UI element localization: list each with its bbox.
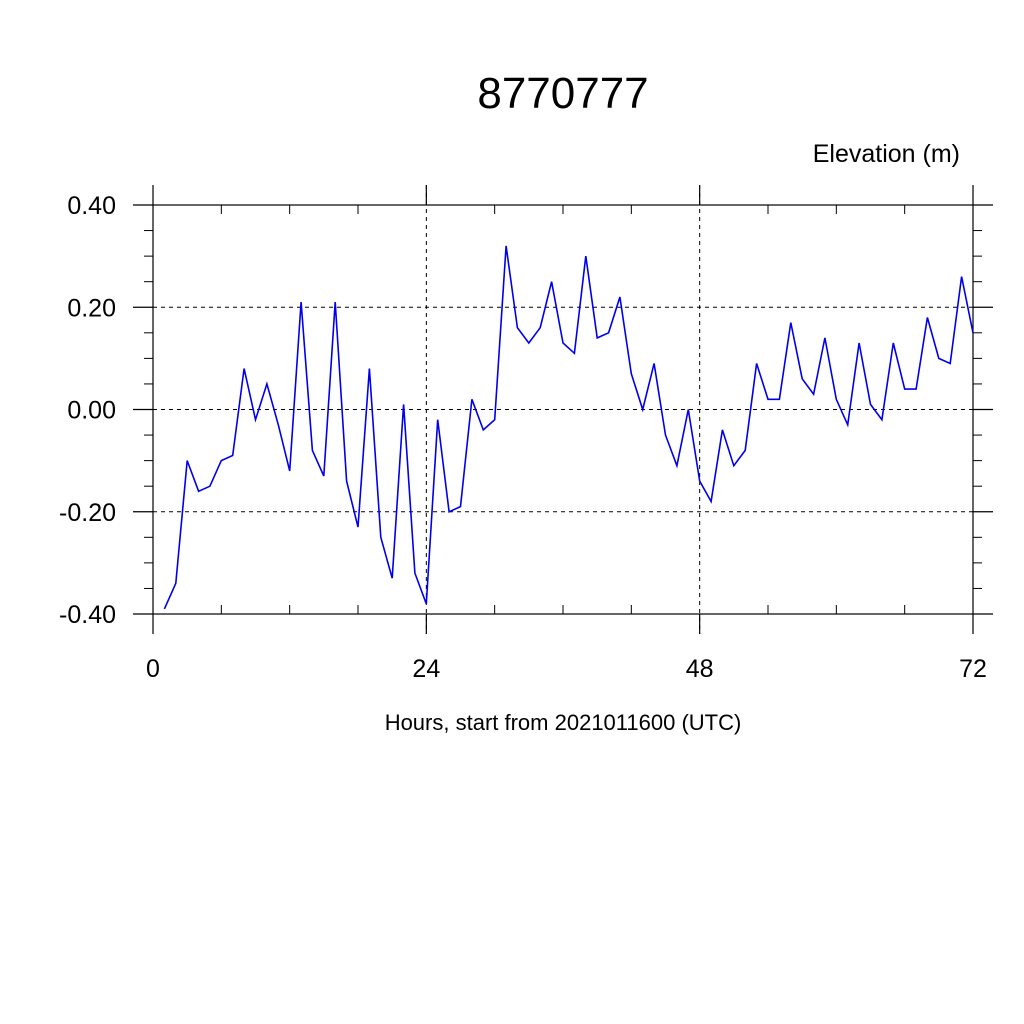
x-tick-label: 48 [686,655,714,683]
y-tick-label: 0.20 [67,294,116,322]
chart-title: 8770777 [477,69,648,118]
x-tick-label: 24 [412,655,440,683]
x-tick-label: 0 [146,655,160,683]
axis-ticks [133,185,993,634]
y-axis-label: Elevation (m) [813,140,960,168]
series-line [163,245,974,610]
x-tick-label: 72 [959,655,987,683]
y-tick-label: -0.40 [59,601,116,629]
tick-labels: 0 24 48 72 -0.40 -0.20 0.00 0.20 0.40 [59,192,987,683]
x-axis-label: Hours, start from 2021011600 (UTC) [385,710,742,735]
y-tick-label: 0.40 [67,192,116,220]
y-tick-label: -0.20 [59,499,116,527]
plot-frame [152,204,974,615]
y-tick-label: 0.00 [67,397,116,425]
